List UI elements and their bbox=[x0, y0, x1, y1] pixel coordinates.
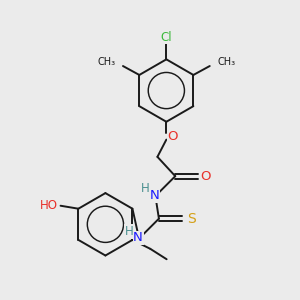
Text: Cl: Cl bbox=[160, 31, 172, 44]
Text: H: H bbox=[141, 182, 150, 195]
Text: N: N bbox=[150, 189, 159, 202]
Text: N: N bbox=[133, 232, 143, 244]
Text: O: O bbox=[168, 130, 178, 142]
Text: O: O bbox=[201, 170, 211, 183]
Text: CH₃: CH₃ bbox=[98, 58, 116, 68]
Text: CH₃: CH₃ bbox=[217, 58, 235, 68]
Text: H: H bbox=[124, 225, 133, 238]
Text: HO: HO bbox=[40, 199, 58, 212]
Text: S: S bbox=[187, 212, 195, 226]
